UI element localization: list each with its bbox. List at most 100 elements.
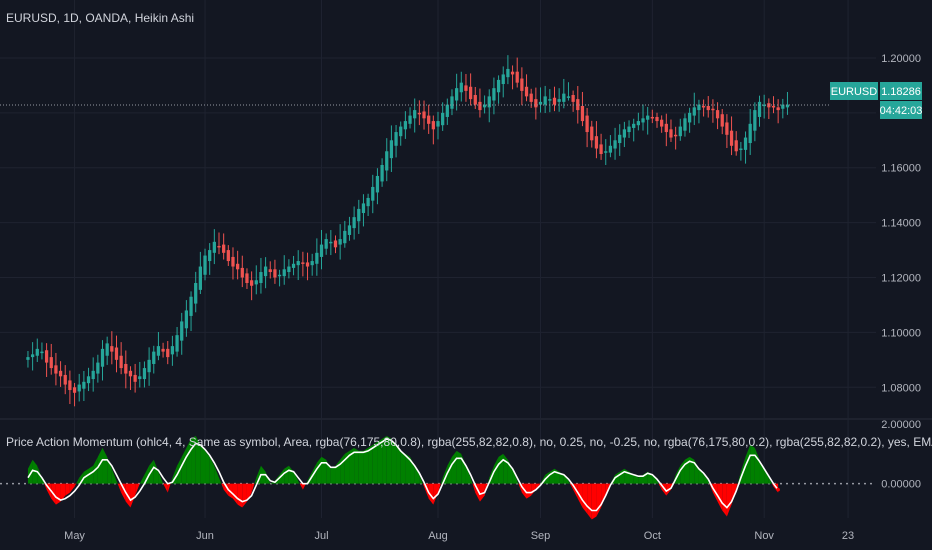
candle[interactable]	[324, 239, 328, 249]
candle[interactable]	[375, 175, 380, 193]
candle[interactable]	[380, 164, 384, 182]
candle[interactable]	[170, 346, 175, 355]
candle[interactable]	[697, 104, 701, 111]
candle[interactable]	[441, 112, 445, 126]
candle[interactable]	[674, 134, 678, 137]
candle[interactable]	[26, 357, 30, 360]
candle[interactable]	[576, 99, 580, 111]
candle[interactable]	[222, 244, 226, 253]
candle[interactable]	[142, 368, 147, 380]
candle[interactable]	[706, 105, 710, 111]
candle[interactable]	[580, 105, 585, 122]
candle[interactable]	[743, 137, 748, 150]
candle[interactable]	[91, 370, 95, 380]
candle[interactable]	[557, 99, 561, 102]
candle[interactable]	[506, 68, 510, 78]
candle[interactable]	[329, 241, 333, 244]
candle[interactable]	[646, 115, 650, 120]
candle[interactable]	[538, 101, 543, 105]
candle[interactable]	[501, 74, 505, 85]
candle[interactable]	[301, 262, 305, 264]
candle[interactable]	[725, 122, 729, 135]
candle[interactable]	[124, 363, 128, 374]
candle[interactable]	[399, 126, 403, 137]
candle[interactable]	[562, 93, 566, 102]
candle[interactable]	[44, 350, 49, 363]
candle[interactable]	[156, 346, 161, 356]
candle[interactable]	[762, 104, 766, 107]
candle[interactable]	[152, 351, 156, 364]
candle[interactable]	[445, 104, 449, 117]
candle[interactable]	[543, 96, 547, 105]
candle[interactable]	[268, 269, 272, 273]
candle[interactable]	[231, 256, 235, 267]
candle[interactable]	[632, 123, 636, 128]
candle[interactable]	[781, 104, 785, 109]
candle[interactable]	[236, 263, 240, 270]
candle[interactable]	[413, 110, 417, 119]
candle[interactable]	[82, 381, 86, 389]
candle[interactable]	[464, 85, 468, 91]
candle[interactable]	[287, 266, 291, 273]
candle[interactable]	[450, 96, 454, 109]
candle[interactable]	[49, 357, 53, 369]
candle[interactable]	[701, 105, 706, 108]
candle[interactable]	[72, 387, 77, 393]
candle[interactable]	[63, 374, 67, 385]
candle[interactable]	[128, 370, 133, 377]
candle[interactable]	[571, 95, 575, 102]
candle[interactable]	[254, 280, 258, 285]
candle[interactable]	[371, 186, 375, 201]
candle[interactable]	[77, 384, 81, 392]
candle[interactable]	[468, 86, 473, 100]
candle[interactable]	[310, 261, 314, 266]
candle[interactable]	[515, 71, 519, 83]
candle[interactable]	[86, 376, 91, 384]
candle[interactable]	[566, 96, 571, 98]
candle[interactable]	[739, 148, 743, 151]
candle[interactable]	[184, 310, 189, 329]
candle[interactable]	[613, 140, 617, 149]
candle[interactable]	[715, 110, 720, 119]
candle[interactable]	[226, 250, 230, 262]
candle[interactable]	[608, 145, 613, 153]
candle[interactable]	[552, 97, 557, 105]
candle[interactable]	[277, 274, 282, 277]
candle[interactable]	[678, 126, 682, 137]
candle[interactable]	[240, 267, 244, 278]
candle[interactable]	[114, 347, 119, 360]
candle[interactable]	[529, 93, 533, 102]
candle[interactable]	[35, 348, 39, 356]
candle[interactable]	[459, 82, 463, 93]
candle[interactable]	[692, 107, 696, 116]
candle[interactable]	[263, 266, 268, 277]
candle[interactable]	[664, 123, 668, 133]
candle[interactable]	[161, 348, 165, 352]
candle[interactable]	[771, 105, 776, 108]
candle[interactable]	[729, 130, 734, 146]
candle[interactable]	[291, 263, 296, 268]
price-pane[interactable]	[26, 55, 790, 407]
candle[interactable]	[189, 296, 193, 316]
candle[interactable]	[422, 111, 426, 119]
candle[interactable]	[208, 250, 212, 262]
candle[interactable]	[198, 266, 202, 290]
candle[interactable]	[734, 140, 738, 152]
candle[interactable]	[650, 116, 654, 119]
candle[interactable]	[273, 269, 277, 278]
candle[interactable]	[683, 118, 687, 131]
candle[interactable]	[138, 376, 142, 380]
candle[interactable]	[487, 96, 491, 108]
candle[interactable]	[315, 252, 319, 264]
candle[interactable]	[473, 95, 477, 105]
candle[interactable]	[655, 116, 659, 122]
candle[interactable]	[385, 151, 389, 171]
candle[interactable]	[776, 107, 780, 111]
candle[interactable]	[133, 374, 137, 382]
candle[interactable]	[417, 112, 421, 115]
candle[interactable]	[482, 104, 487, 108]
candle[interactable]	[548, 99, 552, 101]
candle[interactable]	[660, 119, 664, 127]
candle[interactable]	[534, 99, 538, 108]
candle[interactable]	[352, 217, 356, 229]
